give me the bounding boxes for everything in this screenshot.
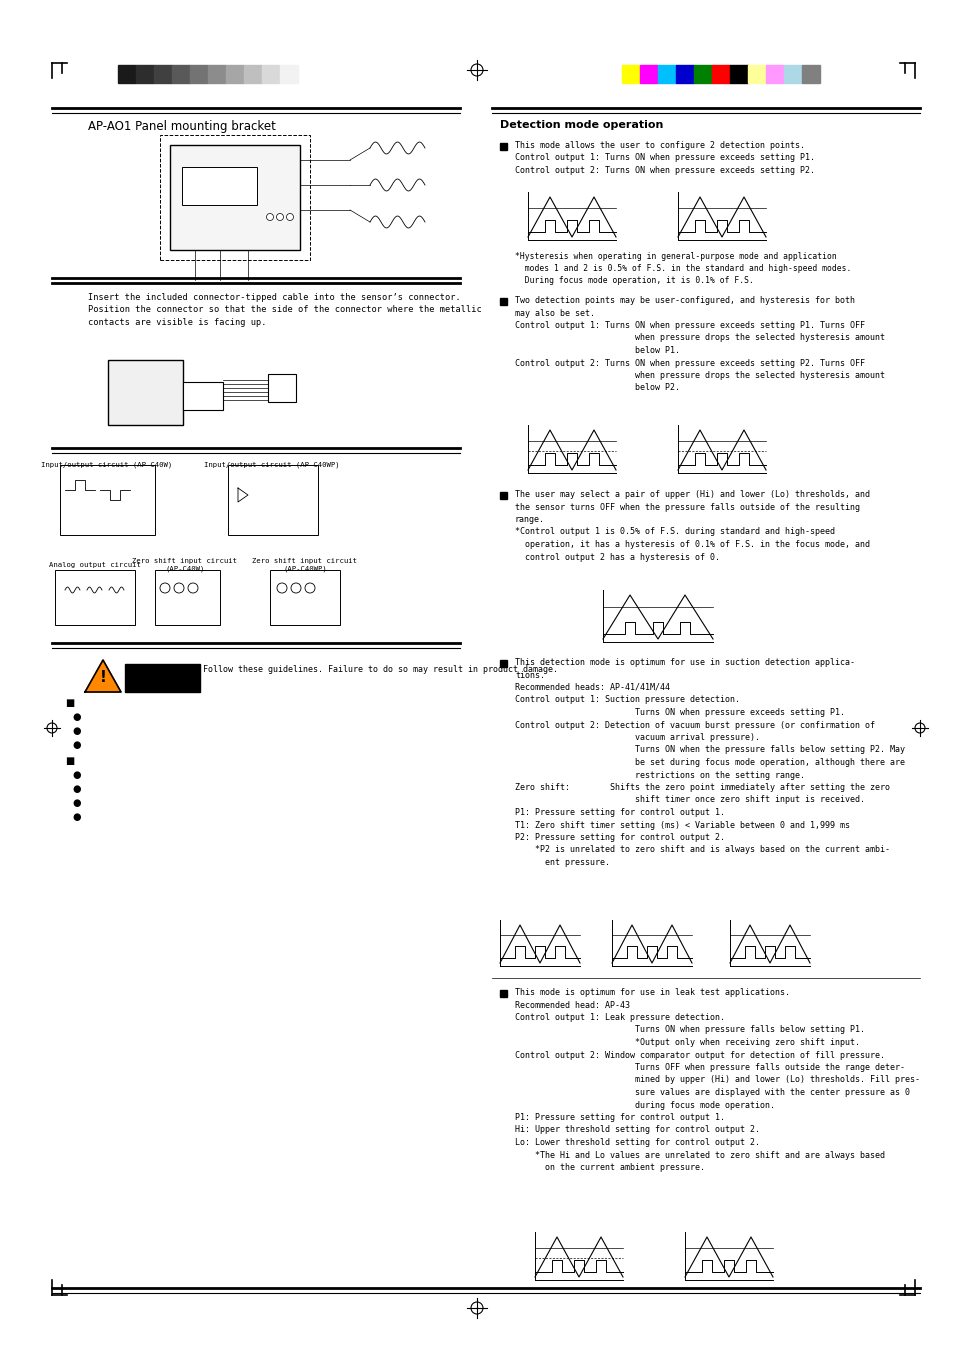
Bar	[208, 65, 226, 82]
Text: ●: ●	[71, 770, 80, 780]
Bar	[268, 374, 295, 403]
Bar	[499, 492, 506, 499]
Text: Detection mode operation: Detection mode operation	[499, 120, 662, 130]
Bar	[170, 145, 299, 250]
Text: Follow these guidelines. Failure to do so may result in product damage.: Follow these guidelines. Failure to do s…	[203, 665, 558, 674]
Bar	[55, 570, 135, 626]
Text: ●: ●	[71, 712, 80, 721]
Bar	[747, 65, 765, 82]
Bar	[154, 570, 220, 626]
Bar	[729, 65, 747, 82]
Circle shape	[276, 213, 283, 220]
Bar	[280, 65, 297, 82]
Text: ●: ●	[71, 740, 80, 750]
Bar	[676, 65, 693, 82]
Circle shape	[173, 584, 184, 593]
Text: ■: ■	[65, 698, 74, 708]
Text: Input/output circuit (AP-C40W): Input/output circuit (AP-C40W)	[41, 462, 172, 469]
Text: Zero shift input circuit
(AP-C40W): Zero shift input circuit (AP-C40W)	[132, 558, 237, 571]
Text: This detection mode is optimum for use in suction detection applica-
tions.
Reco: This detection mode is optimum for use i…	[515, 658, 904, 867]
Text: ●: ●	[71, 725, 80, 736]
Bar	[118, 65, 136, 82]
Bar	[228, 465, 317, 535]
Bar	[172, 65, 190, 82]
Circle shape	[276, 584, 287, 593]
Bar	[621, 65, 639, 82]
Bar	[244, 65, 262, 82]
Text: ●: ●	[71, 798, 80, 808]
Text: Analog output circuit: Analog output circuit	[49, 562, 141, 567]
Bar	[125, 663, 200, 692]
Circle shape	[188, 584, 198, 593]
Bar	[499, 299, 506, 305]
Bar	[499, 143, 506, 150]
Text: ●: ●	[71, 812, 80, 821]
Bar	[226, 65, 244, 82]
Text: This mode is optimum for use in leak test applications.
Recommended head: AP-43
: This mode is optimum for use in leak tes…	[515, 988, 919, 1173]
Bar	[270, 570, 339, 626]
Circle shape	[286, 213, 294, 220]
Bar	[711, 65, 729, 82]
Circle shape	[266, 213, 274, 220]
Polygon shape	[85, 661, 121, 692]
Circle shape	[291, 584, 301, 593]
Text: AP-AO1 Panel mounting bracket: AP-AO1 Panel mounting bracket	[88, 120, 275, 132]
Text: !: !	[99, 670, 107, 685]
Text: Zero shift input circuit
(AP-C40WP): Zero shift input circuit (AP-C40WP)	[253, 558, 357, 571]
Text: The user may select a pair of upper (Hi) and lower (Lo) thresholds, and
the sens: The user may select a pair of upper (Hi)…	[515, 490, 869, 562]
Text: Input/output circuit (AP-C40WP): Input/output circuit (AP-C40WP)	[204, 462, 339, 469]
Bar	[136, 65, 153, 82]
Bar	[190, 65, 208, 82]
Bar	[183, 382, 223, 409]
Bar	[182, 168, 256, 205]
Bar	[60, 465, 154, 535]
Bar	[801, 65, 820, 82]
Bar	[160, 135, 310, 259]
Bar	[783, 65, 801, 82]
Bar	[693, 65, 711, 82]
Circle shape	[160, 584, 170, 593]
Text: This mode allows the user to configure 2 detection points.
Control output 1: Tur: This mode allows the user to configure 2…	[515, 141, 814, 176]
Bar	[499, 990, 506, 997]
Text: ■: ■	[65, 757, 74, 766]
Circle shape	[305, 584, 314, 593]
Text: Two detection points may be user-configured, and hysteresis for both
may also be: Two detection points may be user-configu…	[515, 296, 884, 393]
Bar	[765, 65, 783, 82]
Bar	[499, 661, 506, 667]
Bar	[639, 65, 658, 82]
Bar	[658, 65, 676, 82]
Text: Insert the included connector-tipped cable into the sensor’s connector.
Position: Insert the included connector-tipped cab…	[88, 293, 481, 327]
Text: ●: ●	[71, 784, 80, 794]
Text: *Hysteresis when operating in general-purpose mode and application
  modes 1 and: *Hysteresis when operating in general-pu…	[515, 253, 850, 285]
Bar	[153, 65, 172, 82]
Bar	[108, 359, 183, 426]
Bar	[262, 65, 280, 82]
